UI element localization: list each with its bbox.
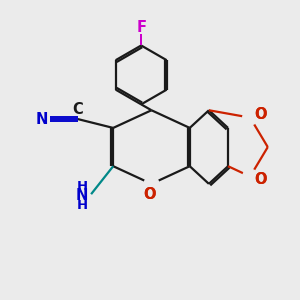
Text: N: N [76,188,88,203]
Text: O: O [143,187,155,202]
Text: H: H [77,199,88,212]
Text: F: F [136,20,146,35]
Text: C: C [73,102,83,117]
Circle shape [243,169,257,184]
Circle shape [144,176,159,191]
Text: H: H [77,180,88,193]
Text: O: O [254,107,267,122]
Text: O: O [254,172,267,187]
Circle shape [243,110,257,125]
Text: O: O [143,187,155,202]
Text: O: O [254,172,267,187]
Text: N: N [35,112,48,127]
Text: O: O [254,107,267,122]
